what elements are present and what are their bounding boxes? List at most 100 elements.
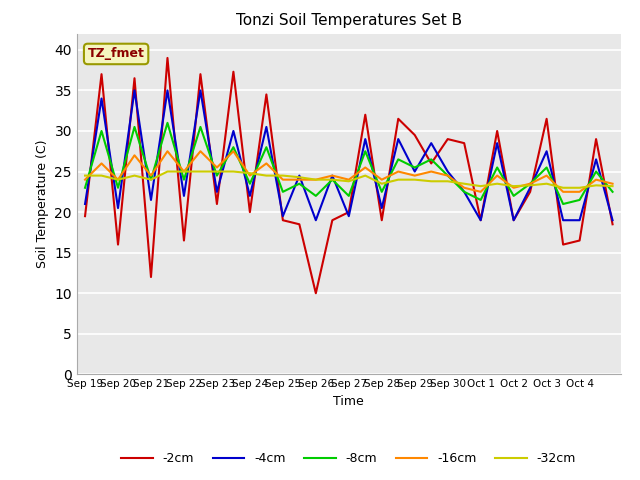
-2cm xyxy=(131,75,138,81)
-16cm xyxy=(411,173,419,179)
-4cm xyxy=(576,217,584,223)
-32cm xyxy=(378,181,386,187)
-4cm xyxy=(230,128,237,134)
-8cm xyxy=(98,128,106,134)
-16cm xyxy=(213,165,221,170)
-2cm xyxy=(609,221,616,227)
-8cm xyxy=(510,193,518,199)
-32cm xyxy=(493,181,501,187)
-8cm xyxy=(543,165,550,170)
Line: -8cm: -8cm xyxy=(85,123,612,204)
-4cm xyxy=(213,189,221,195)
-32cm xyxy=(444,179,452,184)
-4cm xyxy=(477,217,484,223)
-4cm xyxy=(328,173,336,179)
Line: -32cm: -32cm xyxy=(85,171,612,188)
-2cm xyxy=(312,290,319,296)
-2cm xyxy=(510,217,518,223)
-16cm xyxy=(131,153,138,158)
-16cm xyxy=(477,189,484,195)
-16cm xyxy=(230,148,237,154)
-4cm xyxy=(180,193,188,199)
-32cm xyxy=(164,168,172,174)
-16cm xyxy=(444,173,452,179)
-8cm xyxy=(362,148,369,154)
-2cm xyxy=(444,136,452,142)
Y-axis label: Soil Temperature (C): Soil Temperature (C) xyxy=(36,140,49,268)
-16cm xyxy=(394,168,402,174)
-8cm xyxy=(493,165,501,170)
-8cm xyxy=(196,124,204,130)
-2cm xyxy=(411,132,419,138)
-8cm xyxy=(428,156,435,162)
Title: Tonzi Soil Temperatures Set B: Tonzi Soil Temperatures Set B xyxy=(236,13,462,28)
-2cm xyxy=(477,217,484,223)
-8cm xyxy=(114,185,122,191)
-16cm xyxy=(147,173,155,179)
-16cm xyxy=(262,160,270,166)
-8cm xyxy=(262,144,270,150)
-4cm xyxy=(81,201,89,207)
-32cm xyxy=(312,177,319,182)
-8cm xyxy=(131,124,138,130)
Text: TZ_fmet: TZ_fmet xyxy=(88,48,145,60)
-16cm xyxy=(114,177,122,182)
-2cm xyxy=(196,72,204,77)
-16cm xyxy=(576,189,584,195)
-16cm xyxy=(493,173,501,179)
-32cm xyxy=(526,182,534,188)
-32cm xyxy=(279,173,287,179)
-4cm xyxy=(362,136,369,142)
-32cm xyxy=(609,183,616,189)
Legend: -2cm, -4cm, -8cm, -16cm, -32cm: -2cm, -4cm, -8cm, -16cm, -32cm xyxy=(116,447,581,470)
-2cm xyxy=(559,242,567,248)
-2cm xyxy=(279,217,287,223)
-4cm xyxy=(378,205,386,211)
-8cm xyxy=(296,181,303,187)
-2cm xyxy=(164,55,172,61)
-32cm xyxy=(576,185,584,191)
-4cm xyxy=(428,140,435,146)
-32cm xyxy=(131,173,138,179)
-8cm xyxy=(312,193,319,199)
-16cm xyxy=(526,181,534,187)
-2cm xyxy=(394,116,402,121)
-4cm xyxy=(279,213,287,219)
-8cm xyxy=(444,173,452,179)
-32cm xyxy=(98,173,106,179)
-4cm xyxy=(114,205,122,211)
-8cm xyxy=(477,197,484,203)
X-axis label: Time: Time xyxy=(333,395,364,408)
-4cm xyxy=(444,168,452,174)
-16cm xyxy=(609,181,616,187)
-16cm xyxy=(328,173,336,179)
-32cm xyxy=(296,174,303,180)
-8cm xyxy=(592,168,600,174)
-8cm xyxy=(576,197,584,203)
-8cm xyxy=(526,181,534,187)
-8cm xyxy=(460,189,468,195)
-2cm xyxy=(362,112,369,118)
-2cm xyxy=(328,217,336,223)
-4cm xyxy=(147,197,155,203)
-2cm xyxy=(81,213,89,219)
-2cm xyxy=(180,238,188,243)
-4cm xyxy=(312,217,319,223)
-32cm xyxy=(230,168,237,174)
-2cm xyxy=(543,116,550,121)
-32cm xyxy=(477,183,484,189)
-2cm xyxy=(147,274,155,280)
-32cm xyxy=(411,177,419,182)
-16cm xyxy=(296,177,303,182)
-16cm xyxy=(592,177,600,182)
-16cm xyxy=(378,177,386,182)
-2cm xyxy=(576,238,584,243)
-8cm xyxy=(559,201,567,207)
-8cm xyxy=(411,165,419,170)
-8cm xyxy=(230,144,237,150)
-8cm xyxy=(164,120,172,126)
-4cm xyxy=(493,140,501,146)
-8cm xyxy=(147,177,155,182)
-32cm xyxy=(428,179,435,184)
-4cm xyxy=(592,156,600,162)
